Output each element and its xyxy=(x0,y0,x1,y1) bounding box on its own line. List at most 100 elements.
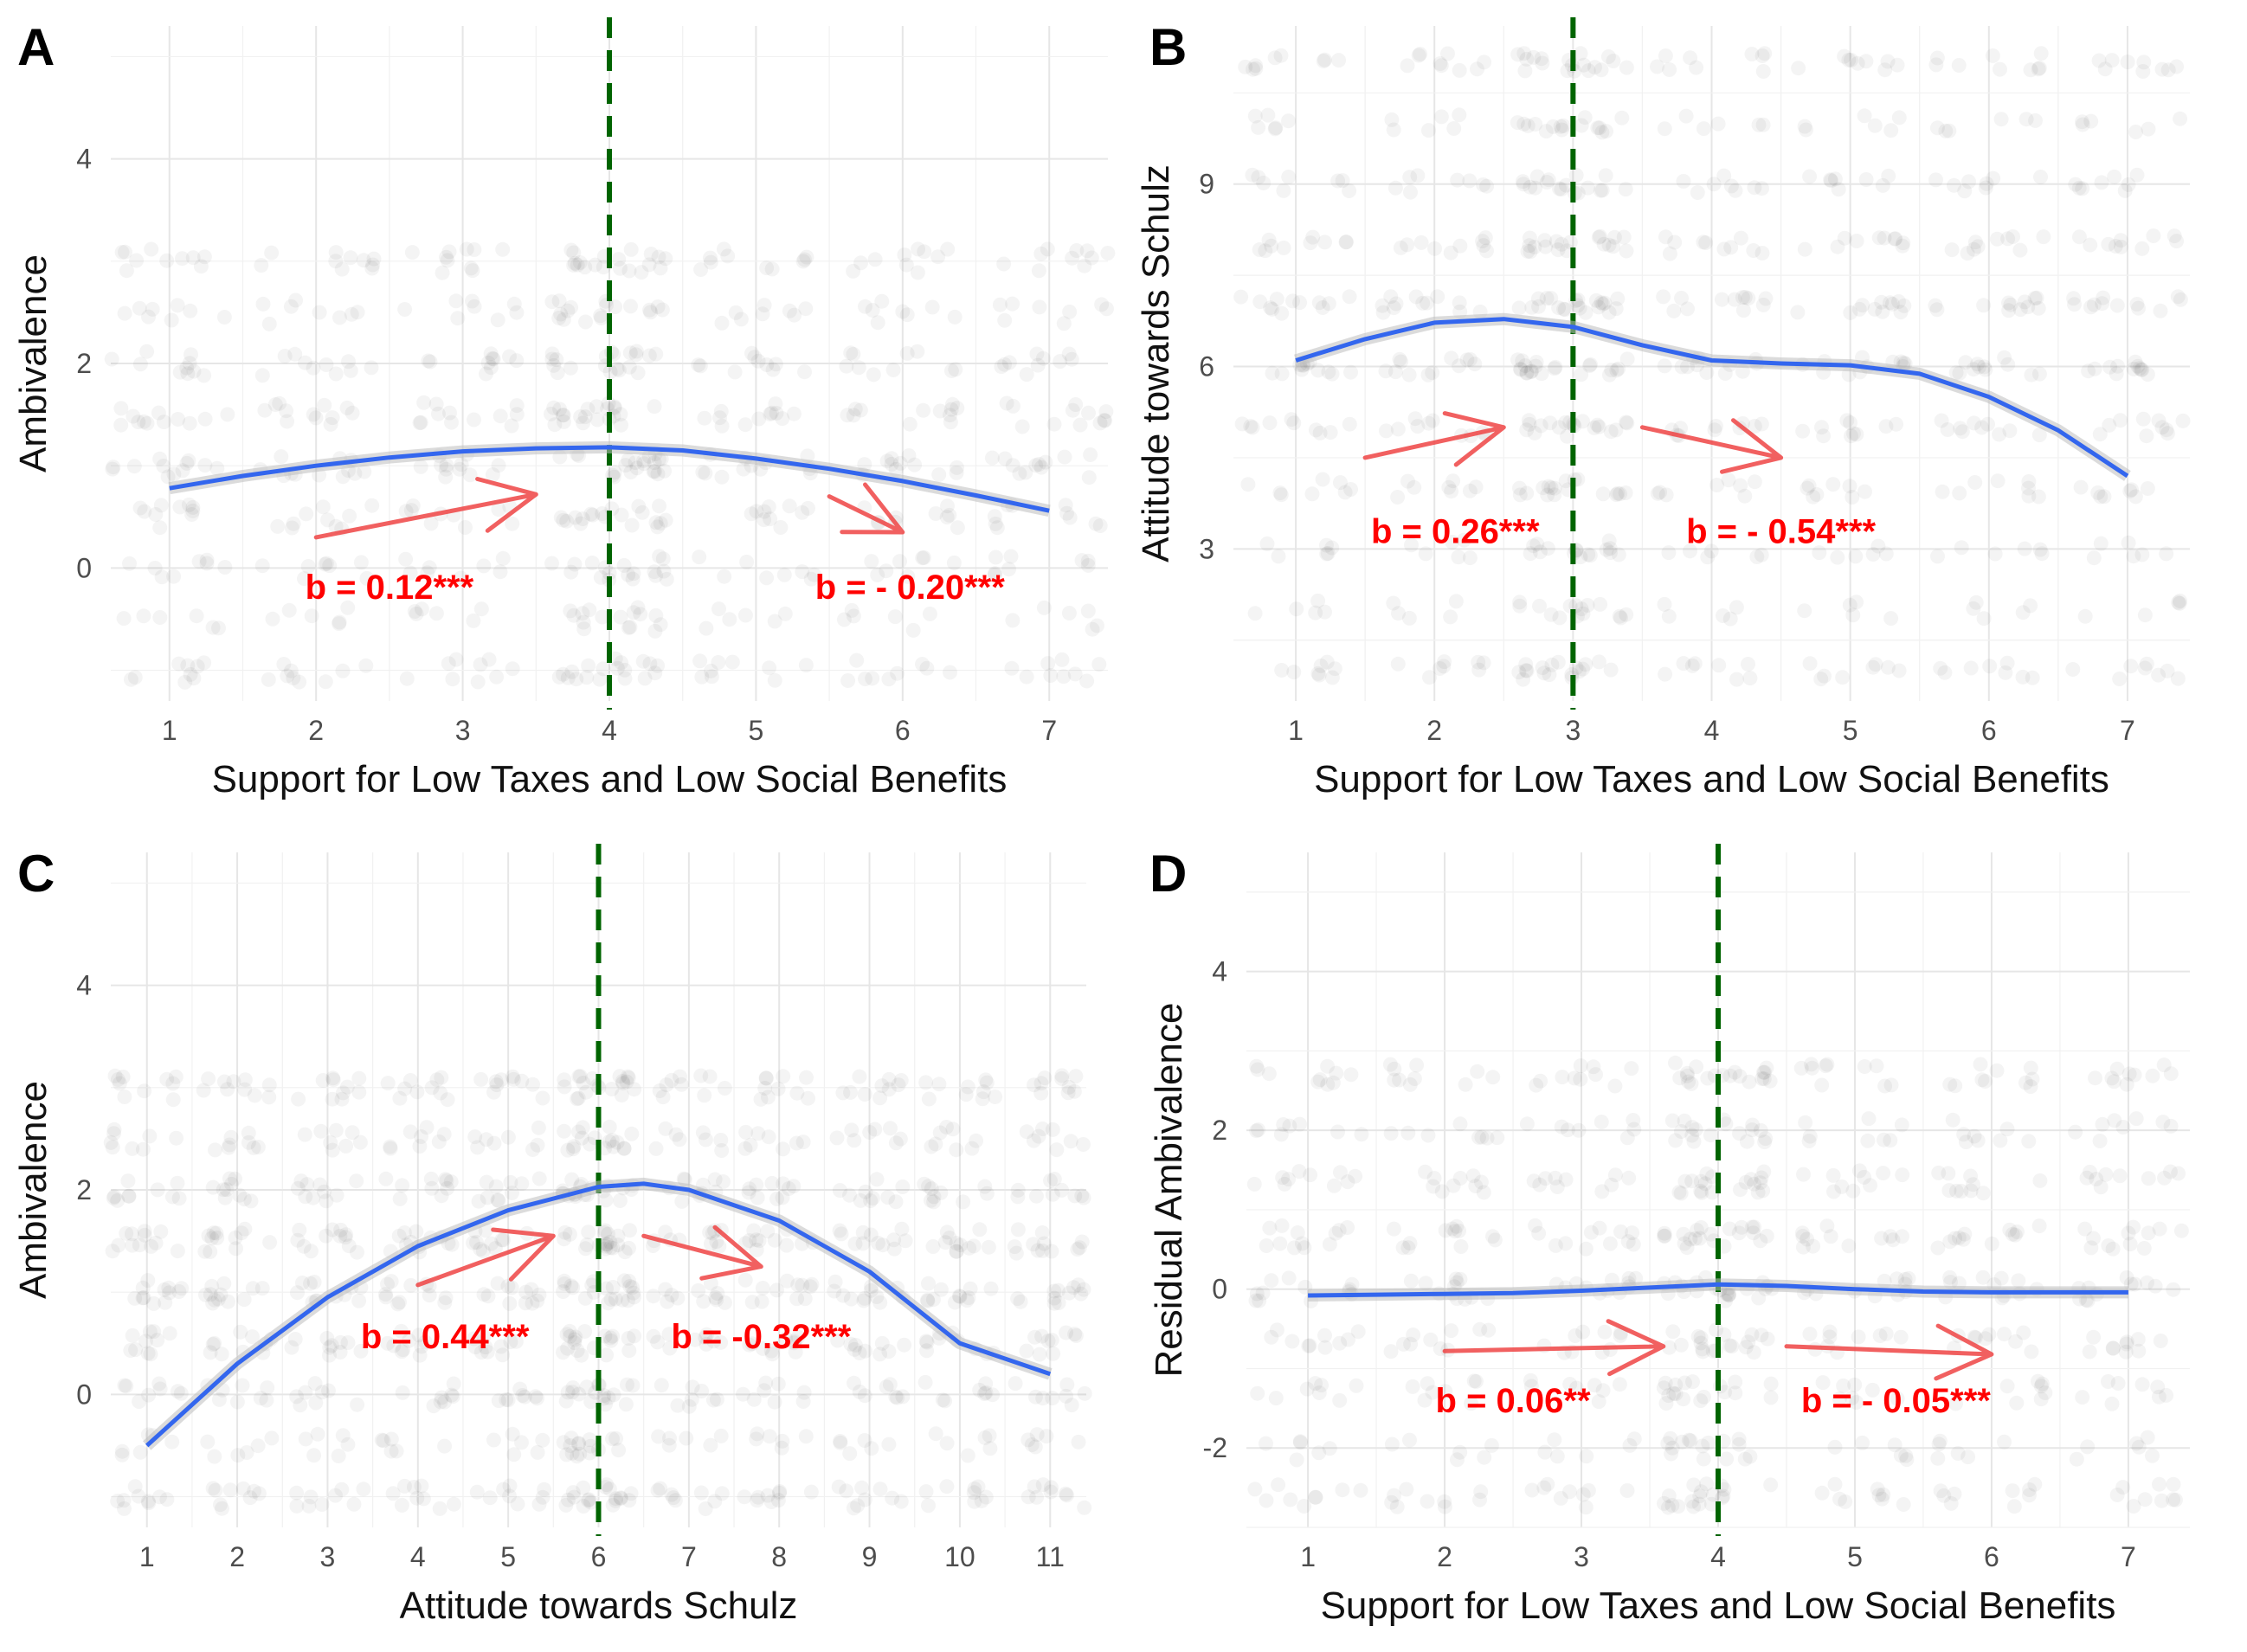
data-point xyxy=(438,461,454,477)
data-point xyxy=(315,1073,331,1088)
data-point xyxy=(855,1225,871,1240)
data-point xyxy=(1420,1128,1436,1143)
data-point xyxy=(1700,550,1716,565)
data-point xyxy=(798,658,814,673)
data-point xyxy=(2120,55,2135,70)
data-point xyxy=(1626,1431,1642,1447)
data-point xyxy=(1802,656,1818,672)
data-point xyxy=(942,1231,957,1245)
data-point xyxy=(1934,413,1949,428)
data-point xyxy=(2122,483,2138,498)
data-point xyxy=(556,512,571,528)
data-point xyxy=(2104,1396,2120,1411)
data-point xyxy=(1039,1429,1054,1444)
data-point xyxy=(1392,1072,1407,1088)
data-point xyxy=(1986,170,2001,186)
data-point xyxy=(1691,1496,1707,1512)
data-point xyxy=(1575,606,1591,621)
data-point xyxy=(564,1172,580,1187)
data-point xyxy=(351,1293,367,1308)
data-point xyxy=(289,1485,305,1501)
data-point xyxy=(1250,1062,1265,1077)
data-point xyxy=(583,1438,598,1454)
data-point xyxy=(1936,1488,1952,1503)
data-point xyxy=(1804,1057,1819,1072)
data-point xyxy=(1519,663,1535,678)
data-point xyxy=(1684,1120,1700,1135)
data-point xyxy=(1045,1186,1060,1202)
data-point xyxy=(1310,1074,1326,1090)
data-point xyxy=(978,1489,994,1505)
data-point xyxy=(583,1495,599,1510)
data-point xyxy=(2032,542,2048,557)
data-point xyxy=(237,1221,253,1237)
data-point xyxy=(1403,1336,1419,1352)
data-point xyxy=(895,1389,911,1405)
data-point xyxy=(558,1393,574,1409)
data-point xyxy=(1538,239,1554,254)
data-point xyxy=(622,1223,637,1238)
data-point xyxy=(1614,110,1630,125)
data-point xyxy=(865,671,880,686)
data-point xyxy=(1858,54,1874,69)
data-point xyxy=(603,1333,619,1348)
data-point xyxy=(1341,1332,1355,1347)
data-point xyxy=(647,564,662,580)
data-point xyxy=(1348,1168,1363,1184)
data-point xyxy=(344,405,360,421)
data-point xyxy=(599,1347,615,1363)
data-point xyxy=(1978,180,1993,196)
data-point xyxy=(1595,486,1611,502)
data-point xyxy=(763,1495,779,1509)
data-point xyxy=(597,1141,613,1156)
data-point xyxy=(415,1491,431,1507)
data-point xyxy=(606,1139,621,1154)
data-point xyxy=(126,408,141,424)
data-point xyxy=(421,353,436,369)
data-point xyxy=(152,1381,168,1397)
data-point xyxy=(1883,123,1899,138)
data-point xyxy=(881,1344,897,1360)
data-point xyxy=(1395,1240,1411,1256)
data-point xyxy=(1512,595,1528,610)
data-point xyxy=(374,1432,390,1448)
data-point xyxy=(201,1228,216,1244)
data-point xyxy=(857,1492,872,1507)
data-point xyxy=(251,1486,267,1501)
data-point xyxy=(786,1335,802,1351)
data-point xyxy=(1681,1432,1697,1448)
data-point xyxy=(577,1324,593,1339)
data-point xyxy=(1680,359,1695,375)
data-point xyxy=(614,1088,629,1102)
data-point xyxy=(1234,416,1250,432)
data-point xyxy=(759,357,775,372)
data-point xyxy=(1607,1167,1623,1183)
data-point xyxy=(774,1440,789,1456)
coefficient-label: b = 0.12*** xyxy=(306,569,474,607)
data-point xyxy=(216,1074,232,1090)
data-point xyxy=(1763,1376,1779,1392)
data-point xyxy=(1333,475,1348,491)
data-point xyxy=(2093,1180,2109,1195)
data-point xyxy=(1993,112,2009,127)
data-point xyxy=(458,520,473,535)
data-point xyxy=(975,1091,990,1107)
data-point xyxy=(136,608,151,624)
data-point xyxy=(1801,478,1817,493)
data-point xyxy=(1598,168,1613,183)
data-point xyxy=(1960,1450,1976,1465)
data-point xyxy=(1963,1168,1979,1184)
data-point xyxy=(290,1232,306,1248)
data-point xyxy=(467,412,481,427)
data-point xyxy=(599,298,615,312)
data-point xyxy=(1390,421,1406,437)
data-point xyxy=(1688,1231,1703,1246)
data-point xyxy=(1010,1189,1026,1205)
data-point xyxy=(1668,1386,1684,1402)
data-point xyxy=(407,604,422,619)
data-point xyxy=(1517,358,1533,374)
data-point xyxy=(918,1075,934,1090)
panel-a: b = 0.12*** b = - 0.20***1 2 3 4 5 6 7024Suppor… xyxy=(12,17,1116,800)
data-point xyxy=(755,1340,770,1356)
